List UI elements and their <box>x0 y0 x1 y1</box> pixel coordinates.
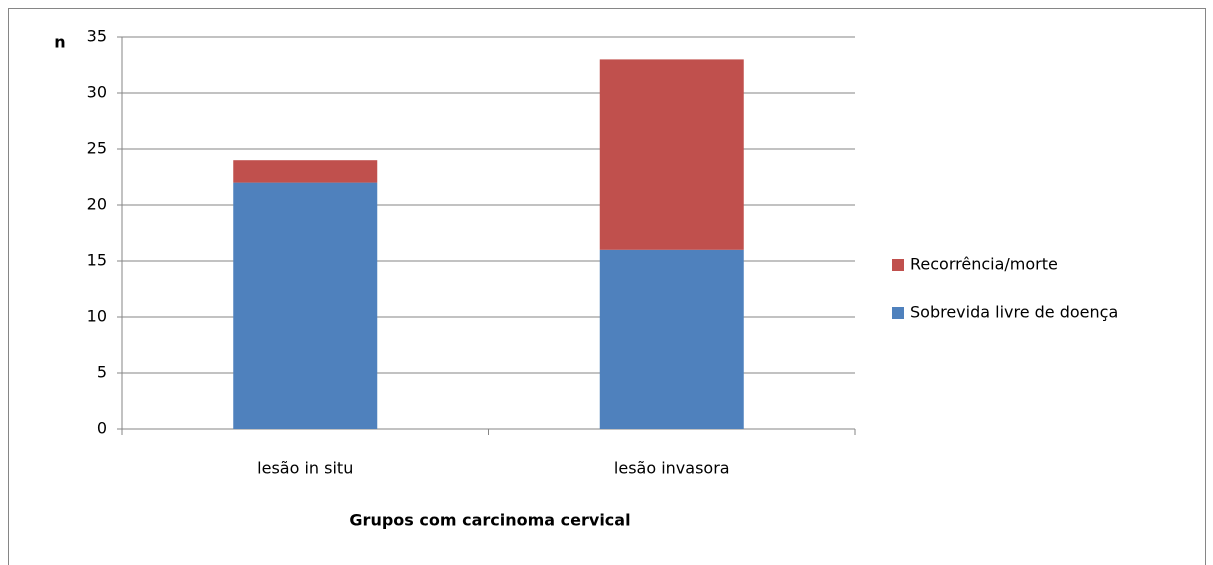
y-tick-label: 25 <box>87 139 107 158</box>
x-tick-label: lesão in situ <box>257 459 353 478</box>
y-tick-label: 30 <box>87 83 107 102</box>
y-tick-label: 20 <box>87 195 107 214</box>
y-axis-label: n <box>54 33 65 52</box>
bar-segment <box>233 160 378 183</box>
y-tick-label: 0 <box>97 419 107 438</box>
x-axis-label: Grupos com carcinoma cervical <box>349 511 630 530</box>
bar-segment <box>599 249 744 429</box>
legend-swatch <box>892 259 904 271</box>
legend-label: Recorrência/morte <box>910 255 1058 274</box>
legend-swatch <box>892 307 904 319</box>
bar-segment <box>599 59 744 250</box>
x-tick-label: lesão invasora <box>614 459 730 478</box>
y-tick-label: 10 <box>87 307 107 326</box>
bar-segment <box>233 182 378 429</box>
y-tick-label: 15 <box>87 251 107 270</box>
legend-label: Sobrevida livre de doença <box>910 303 1118 322</box>
y-tick-label: 5 <box>97 363 107 382</box>
y-tick-label: 35 <box>87 27 107 46</box>
chart-frame <box>8 8 1206 565</box>
